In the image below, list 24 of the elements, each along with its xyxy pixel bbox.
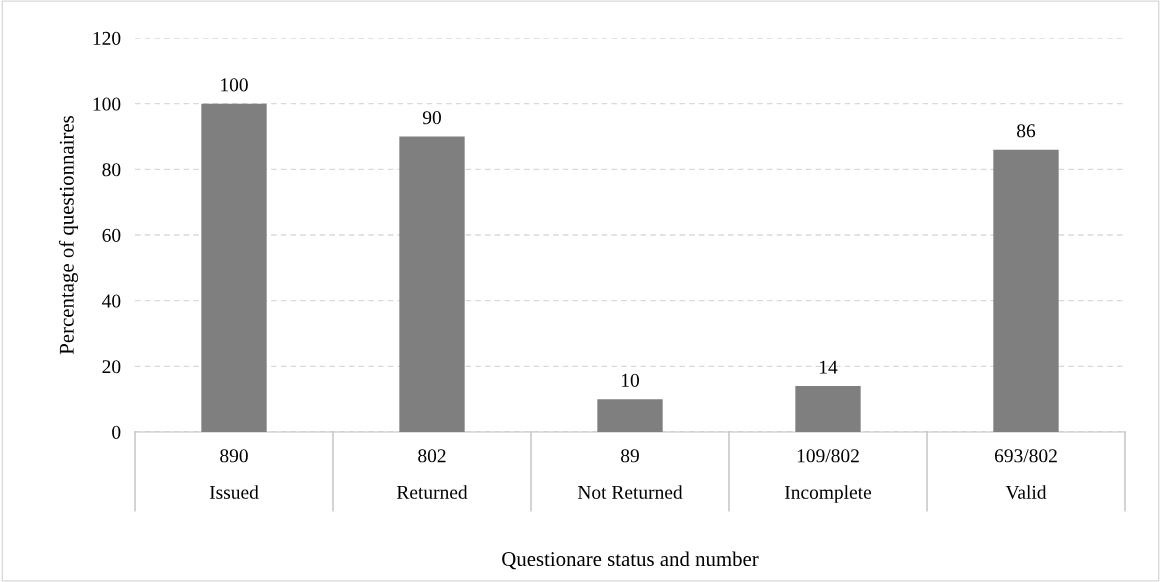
bar: [201, 103, 267, 432]
y-tick-label: 100: [93, 97, 121, 111]
x-tick-label: 802 Returned: [396, 449, 468, 499]
bar: [597, 399, 663, 432]
y-tick-label: 20: [102, 360, 121, 374]
x-axis-title: Questionare status and number: [502, 551, 759, 570]
bar: [399, 136, 465, 432]
data-label: 10: [621, 373, 639, 387]
data-label: 86: [1017, 124, 1036, 138]
x-tick-label: 89 Not Returned: [577, 449, 683, 499]
y-axis-title: Percentage of questionnaires: [58, 116, 79, 355]
y-tick-label: 40: [102, 294, 121, 308]
data-label: 90: [422, 111, 441, 125]
y-tick-label: 60: [102, 228, 121, 242]
x-tick-label: 693/802 Valid: [994, 449, 1057, 499]
y-tick-label: 120: [93, 31, 121, 45]
bar: [795, 386, 861, 432]
data-label: 14: [819, 360, 838, 374]
data-label: 100: [221, 78, 248, 92]
y-tick-label: 80: [102, 163, 121, 177]
x-tick-label: 890 Issued: [209, 449, 259, 499]
y-tick-label: 0: [112, 425, 121, 439]
bar: [993, 149, 1059, 432]
x-tick-label: 109/802 Incomplete: [784, 449, 872, 503]
